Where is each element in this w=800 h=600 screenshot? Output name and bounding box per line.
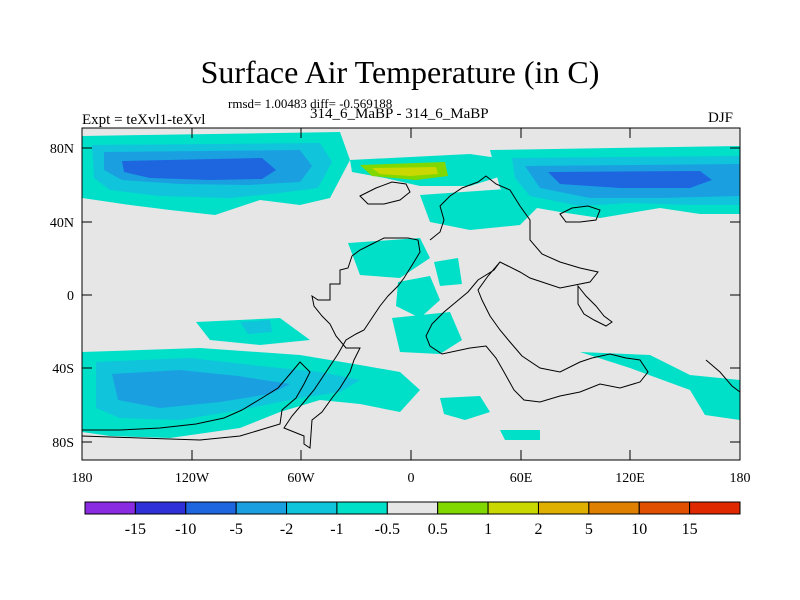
lat-ticks [82, 147, 740, 443]
experiment-label: Expt = teXvl1-teXvl [82, 112, 206, 128]
colorbar-box [235, 501, 288, 515]
colorbar-box [487, 501, 539, 515]
colorbar-box [437, 501, 489, 515]
colorbar-label: 15 [682, 521, 698, 538]
colorbar-box [588, 501, 640, 515]
colorbar-label: -15 [125, 521, 146, 538]
lon-label: 60W [287, 471, 315, 486]
colorbar-label: -1 [330, 521, 343, 538]
map-title: Surface Air Temperature (in C) [200, 54, 600, 90]
lat-label: 40N [50, 216, 74, 231]
colorbar-label: -0.5 [375, 521, 400, 538]
colorbar-label: -2 [280, 521, 293, 538]
colorbar-label: -5 [229, 521, 242, 538]
lat-label: 80S [52, 436, 74, 451]
lon-label: 180 [730, 471, 751, 486]
colorbar-box [134, 501, 187, 515]
lon-label: 180 [72, 471, 93, 486]
lat-label: 80N [50, 142, 74, 157]
colorbar-box [185, 501, 237, 515]
colorbar-box [386, 501, 439, 515]
colorbar-box [336, 501, 388, 515]
colorbar-label: 2 [534, 521, 542, 538]
lat-label: 0 [67, 289, 74, 304]
coastlines [81, 175, 741, 449]
stats-text: rmsd= 1.00483 diff= -0.569188 [228, 96, 393, 111]
colorbar-label: 10 [631, 521, 647, 538]
anomaly-fill [82, 132, 740, 440]
lon-label: 120E [615, 471, 645, 486]
lon-label: 0 [408, 471, 415, 486]
colorbar-box [537, 501, 590, 515]
map-panel: 80N 40N 0 40S 80S 180 120W 60W 0 60E 120… [50, 127, 751, 486]
colorbar: -15 -10 -5 -2 -1 -0.5 0.5 1 2 5 10 15 [84, 501, 741, 538]
colorbar-box [84, 501, 136, 515]
lon-ticks [81, 128, 741, 460]
colorbar-label: 5 [585, 521, 593, 538]
period-label: 314_6_MaBP - 314_6_MaBP [310, 106, 489, 122]
lat-label: 40S [52, 362, 74, 377]
colorbar-box [286, 501, 338, 515]
lon-label: 120W [175, 471, 210, 486]
colorbar-label: -10 [175, 521, 196, 538]
colorbar-box [689, 501, 741, 515]
colorbar-box [638, 501, 691, 515]
season-label: DJF [708, 110, 734, 126]
lon-label: 60E [510, 471, 533, 486]
colorbar-label: 0.5 [428, 521, 448, 538]
colorbar-label: 1 [484, 521, 492, 538]
